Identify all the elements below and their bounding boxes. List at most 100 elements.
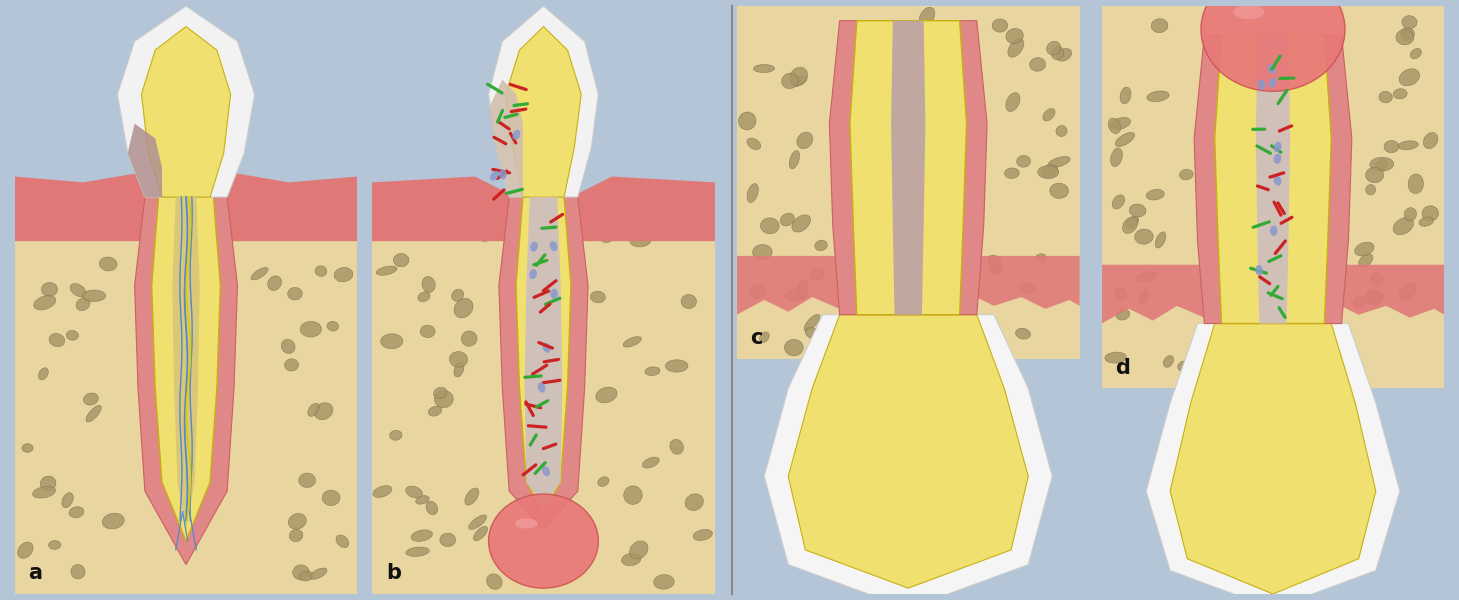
Ellipse shape (1358, 254, 1373, 267)
Ellipse shape (282, 340, 295, 353)
Ellipse shape (934, 340, 948, 353)
Polygon shape (506, 26, 581, 197)
Ellipse shape (747, 184, 759, 202)
Ellipse shape (1005, 92, 1020, 112)
Circle shape (489, 494, 598, 588)
Ellipse shape (1147, 190, 1164, 200)
Ellipse shape (435, 391, 454, 407)
Ellipse shape (90, 211, 111, 228)
Ellipse shape (1366, 290, 1382, 302)
Ellipse shape (468, 515, 487, 529)
Polygon shape (134, 197, 238, 565)
Ellipse shape (308, 403, 320, 416)
Polygon shape (152, 197, 220, 541)
Ellipse shape (1056, 125, 1067, 136)
Ellipse shape (530, 269, 537, 279)
Polygon shape (525, 197, 562, 506)
Ellipse shape (753, 245, 772, 260)
Ellipse shape (1104, 352, 1126, 363)
Ellipse shape (334, 268, 353, 282)
Ellipse shape (750, 284, 766, 299)
Ellipse shape (645, 367, 659, 376)
Ellipse shape (1030, 58, 1046, 71)
Ellipse shape (439, 533, 455, 547)
Ellipse shape (1366, 167, 1383, 183)
Polygon shape (142, 26, 231, 197)
Ellipse shape (86, 406, 101, 422)
Ellipse shape (1109, 118, 1121, 134)
Polygon shape (829, 20, 988, 314)
Ellipse shape (1043, 109, 1055, 121)
Polygon shape (1170, 323, 1376, 594)
Ellipse shape (83, 393, 98, 405)
Ellipse shape (327, 322, 338, 331)
Ellipse shape (1138, 289, 1148, 304)
Ellipse shape (753, 64, 775, 73)
Ellipse shape (1121, 87, 1131, 104)
Ellipse shape (1398, 141, 1418, 149)
FancyBboxPatch shape (1102, 6, 1444, 388)
Ellipse shape (251, 268, 268, 280)
Polygon shape (118, 6, 255, 197)
Ellipse shape (1147, 91, 1169, 101)
Ellipse shape (623, 337, 642, 347)
Polygon shape (737, 256, 1080, 314)
Polygon shape (1147, 323, 1399, 600)
Polygon shape (213, 173, 357, 241)
Ellipse shape (782, 73, 798, 89)
Ellipse shape (654, 575, 674, 589)
Ellipse shape (992, 19, 1008, 32)
Ellipse shape (804, 314, 820, 331)
Ellipse shape (785, 289, 807, 301)
Circle shape (1201, 0, 1345, 91)
Ellipse shape (486, 574, 502, 589)
Polygon shape (15, 173, 159, 241)
Ellipse shape (1036, 254, 1046, 262)
Ellipse shape (1037, 166, 1059, 179)
Ellipse shape (1420, 217, 1434, 226)
Ellipse shape (1015, 328, 1030, 339)
Ellipse shape (465, 488, 479, 505)
FancyBboxPatch shape (372, 197, 715, 594)
Ellipse shape (988, 255, 1001, 268)
Ellipse shape (530, 241, 538, 252)
Ellipse shape (76, 298, 90, 311)
Ellipse shape (31, 226, 47, 239)
Ellipse shape (1005, 28, 1023, 44)
Ellipse shape (1268, 78, 1277, 88)
Ellipse shape (322, 490, 340, 506)
Ellipse shape (454, 298, 473, 318)
Ellipse shape (598, 477, 608, 487)
Polygon shape (1256, 35, 1290, 323)
Ellipse shape (792, 215, 811, 232)
Ellipse shape (1399, 69, 1420, 86)
Ellipse shape (1411, 49, 1421, 59)
Ellipse shape (480, 233, 490, 242)
Ellipse shape (422, 277, 435, 292)
Ellipse shape (1052, 47, 1064, 60)
Ellipse shape (1129, 204, 1145, 217)
Ellipse shape (381, 334, 403, 349)
Ellipse shape (286, 223, 298, 233)
Ellipse shape (406, 486, 423, 498)
Ellipse shape (1399, 283, 1415, 301)
Ellipse shape (789, 67, 808, 86)
Ellipse shape (301, 322, 321, 337)
Ellipse shape (1354, 296, 1367, 307)
Ellipse shape (99, 257, 117, 271)
Ellipse shape (760, 218, 779, 234)
Ellipse shape (83, 290, 105, 302)
Ellipse shape (32, 487, 55, 498)
Ellipse shape (61, 493, 73, 508)
Ellipse shape (1112, 195, 1125, 209)
Ellipse shape (738, 112, 756, 130)
Ellipse shape (449, 352, 468, 367)
Ellipse shape (693, 529, 712, 541)
Ellipse shape (1233, 5, 1265, 19)
Ellipse shape (686, 494, 703, 511)
Ellipse shape (406, 547, 429, 556)
Ellipse shape (1122, 217, 1138, 233)
Ellipse shape (289, 514, 306, 529)
Ellipse shape (747, 138, 760, 149)
Polygon shape (489, 79, 522, 197)
